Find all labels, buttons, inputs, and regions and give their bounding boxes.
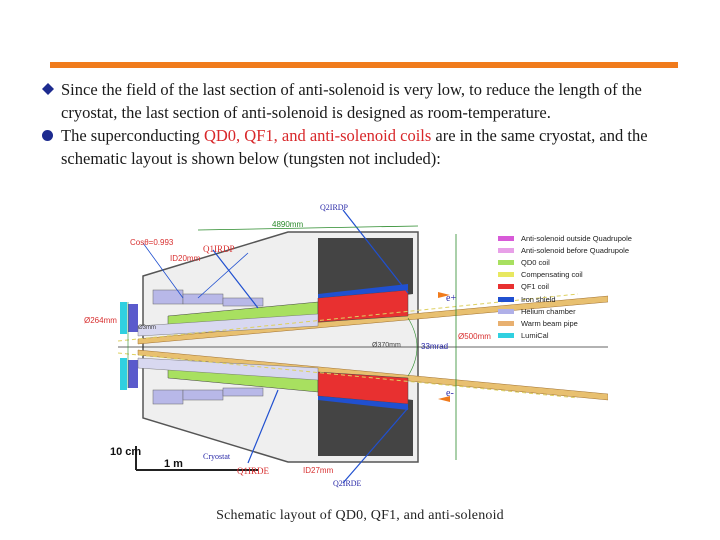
diagram-legend: Anti-solenoid outside Quadrupole Anti-sol… (498, 232, 632, 342)
anti-solenoid-block (222, 387, 264, 397)
legend-label: Compensating coil (521, 270, 583, 280)
lumical-ring (128, 360, 138, 388)
bullet-text-2-highlight: QD0, QF1, and anti-solenoid coils (203, 126, 432, 145)
pointer-line (142, 242, 184, 299)
legend-item: QF1 coil (498, 281, 632, 293)
legend-swatch (498, 272, 514, 278)
lumical (120, 302, 127, 334)
diamond-bullet-icon (42, 83, 54, 95)
label-id20: ID20mm (170, 254, 201, 263)
circle-bullet-icon (42, 130, 53, 141)
dimension-line (197, 225, 419, 231)
legend-label: QD0 coil (521, 257, 550, 267)
arrow-eplus (438, 292, 450, 298)
label-scale-10cm: 10 cm (110, 446, 142, 458)
legend-label: LumiCal (521, 331, 549, 341)
legend-item: Warm beam pipe (498, 317, 632, 329)
accent-bar (50, 62, 678, 68)
beam-line (117, 293, 579, 342)
pointer-line (212, 249, 259, 309)
label-id27: ID27mm (303, 466, 334, 475)
helium-chamber (137, 357, 319, 381)
label-cos: Cosθ=0.993 (130, 238, 174, 247)
legend-label: Warm beam pipe (521, 318, 578, 328)
label-q1irdp: Q1IRDP (203, 244, 235, 254)
label-eplus: e+ (446, 293, 457, 304)
arrow-eminus (438, 396, 450, 402)
legend-item: Anti-solenoid outside Quadrupole (498, 232, 632, 244)
figure-caption: Schematic layout of QD0, QF1, and anti-s… (216, 508, 504, 523)
bullet-text-1: Since the field of the last section of a… (61, 80, 642, 122)
label-q2irdp: Q2IRDP (320, 203, 349, 212)
bullet-item-2: The superconducting QD0, QF1, and anti-s… (42, 124, 682, 170)
bullet-list: Since the field of the last section of a… (42, 78, 682, 170)
label-scale-1m: 1 m (164, 458, 183, 470)
pointer-line (342, 209, 409, 294)
warm-beam-pipe (137, 295, 608, 345)
anti-solenoid-block (182, 389, 224, 401)
lumical (120, 358, 127, 390)
lumical-ring (128, 304, 138, 332)
warm-beam-pipe (137, 349, 608, 401)
label-cryostat: Cryostat (203, 452, 231, 461)
legend-label: Anti-solenoid outside Quadrupole (521, 233, 632, 243)
label-o3mm: Ø3mm (138, 325, 156, 331)
legend-swatch (498, 333, 514, 339)
helium-chamber (137, 313, 319, 337)
bullet-text-2-after: are in the same cryostat, and the schema… (61, 126, 648, 168)
legend-label: QF1 coil (521, 282, 549, 292)
iron-shield (318, 396, 408, 410)
legend-swatch (498, 284, 514, 290)
label-q2irde: Q2IRDE (333, 479, 362, 488)
legend-label: Iron shield (521, 294, 556, 304)
angle-arc (407, 317, 418, 377)
label-eminus: e- (446, 388, 454, 399)
label-length: 4890mm (272, 220, 304, 229)
pointer-line (197, 252, 249, 299)
legend-swatch (498, 235, 514, 241)
label-mrad: 33mrad (421, 342, 449, 351)
anti-solenoid-block (182, 293, 224, 305)
anti-solenoid-block (222, 297, 264, 307)
legend-item: Iron shield (498, 293, 632, 305)
label-q1irde: Q1IRDE (237, 466, 269, 476)
schematic-diagram (117, 209, 608, 484)
legend-swatch (498, 320, 514, 326)
legend-swatch (498, 308, 514, 314)
anti-solenoid-block (152, 389, 184, 405)
pointer-line (342, 407, 409, 484)
legend-item: Anti-solenoid before Quadrupole (498, 244, 632, 256)
legend-item: LumiCal (498, 330, 632, 342)
label-o370: Ø370mm (372, 342, 401, 349)
iron-shield (318, 284, 408, 298)
pointer-line (247, 389, 279, 464)
legend-swatch (498, 259, 514, 265)
legend-label: Anti-solenoid before Quadrupole (521, 245, 629, 255)
bullet-item-1: Since the field of the last section of a… (42, 78, 682, 124)
label-o264: Ø264mm (84, 316, 117, 325)
legend-item: QD0 coil (498, 256, 632, 268)
bullet-text-2-before: The superconducting (61, 126, 204, 145)
beam-line (117, 352, 579, 399)
legend-item: Compensating coil (498, 269, 632, 281)
label-o500: Ø500mm (458, 332, 491, 341)
legend-label: Helium chamber (521, 306, 576, 316)
legend-item: Helium chamber (498, 305, 632, 317)
legend-swatch (498, 296, 514, 302)
legend-swatch (498, 247, 514, 253)
